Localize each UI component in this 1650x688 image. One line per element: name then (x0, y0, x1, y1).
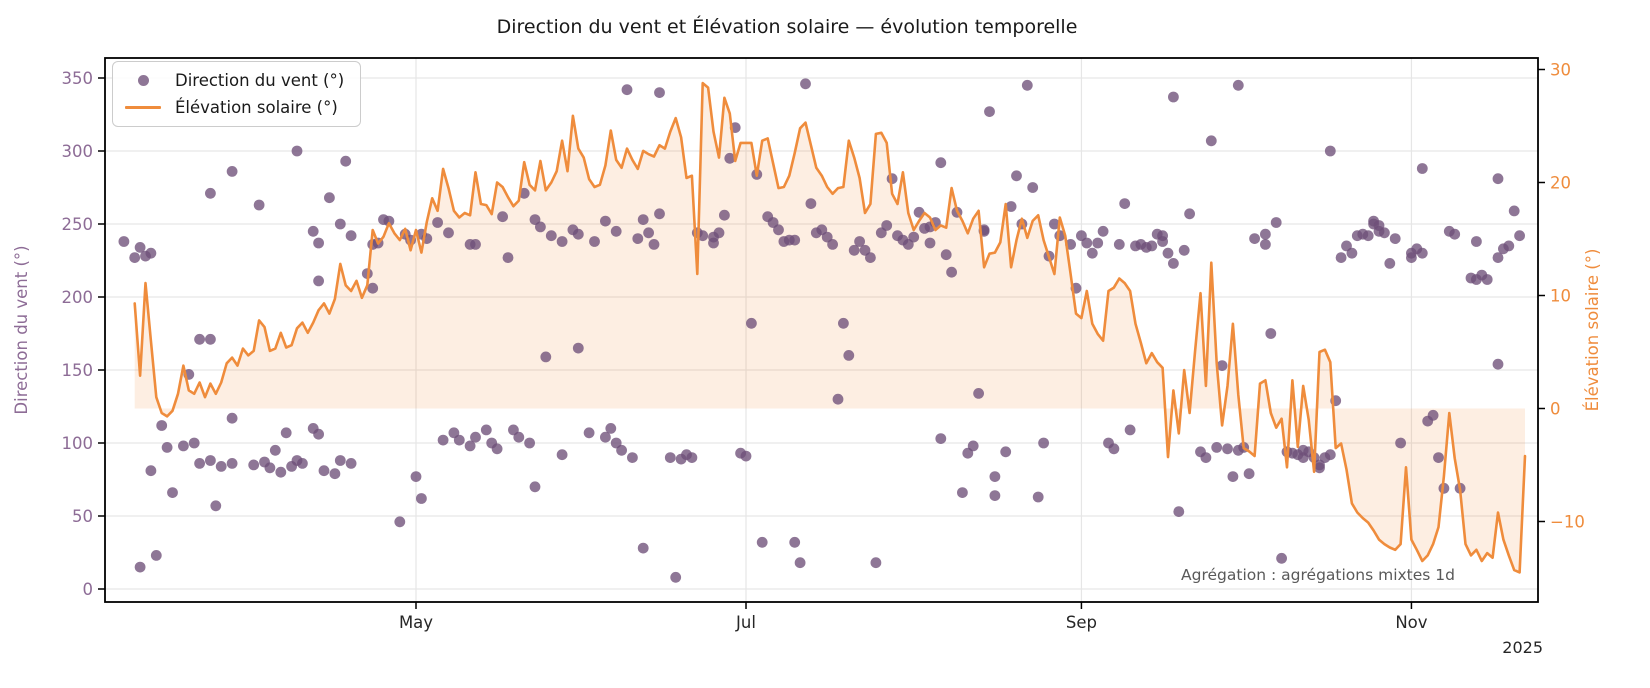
svg-text:May: May (399, 613, 433, 632)
svg-text:300: 300 (62, 142, 94, 161)
legend-item-solar-elevation: Élévation solaire (°) (125, 98, 344, 117)
aggregation-note: Agrégation : agrégations mixtes 1d (1181, 566, 1455, 584)
svg-text:10: 10 (1550, 286, 1571, 305)
svg-text:30: 30 (1550, 60, 1571, 79)
svg-text:0: 0 (1550, 399, 1561, 418)
wind-direction-scatter (118, 78, 1525, 583)
x-axis-year-offset: 2025 (1502, 638, 1543, 657)
svg-text:50: 50 (72, 507, 93, 526)
svg-text:20: 20 (1550, 173, 1571, 192)
legend-label-solar-elevation: Élévation solaire (°) (175, 98, 338, 117)
legend: Direction du vent (°) Élévation solaire … (112, 61, 362, 127)
svg-text:100: 100 (62, 434, 94, 453)
svg-text:350: 350 (62, 69, 94, 88)
solar-elevation-line (133, 81, 1527, 574)
svg-text:−10: −10 (1550, 512, 1585, 531)
y-right-ticks: −10 0 10 20 30 (1538, 60, 1585, 531)
svg-text:0: 0 (83, 580, 94, 599)
scatter-marker-icon (125, 75, 161, 86)
line-marker-icon (125, 106, 161, 109)
svg-text:150: 150 (62, 361, 94, 380)
legend-item-wind-direction: Direction du vent (°) (125, 71, 344, 90)
y-right-axis-label: Élévation solaire (°) (1583, 249, 1602, 412)
legend-label-wind-direction: Direction du vent (°) (175, 71, 345, 90)
svg-text:Nov: Nov (1395, 613, 1427, 632)
svg-text:Sep: Sep (1066, 613, 1097, 632)
svg-text:Jul: Jul (735, 613, 756, 632)
y-left-ticks: 0 50 100 150 200 250 300 350 (62, 69, 105, 599)
svg-text:200: 200 (62, 288, 94, 307)
chart-title: Direction du vent et Élévation solaire —… (496, 16, 1078, 38)
svg-text:250: 250 (62, 215, 94, 234)
plot-frame (104, 57, 1539, 603)
x-ticks: May Jul Sep Nov (399, 602, 1428, 632)
y-left-axis-label: Direction du vent (°) (12, 245, 31, 414)
